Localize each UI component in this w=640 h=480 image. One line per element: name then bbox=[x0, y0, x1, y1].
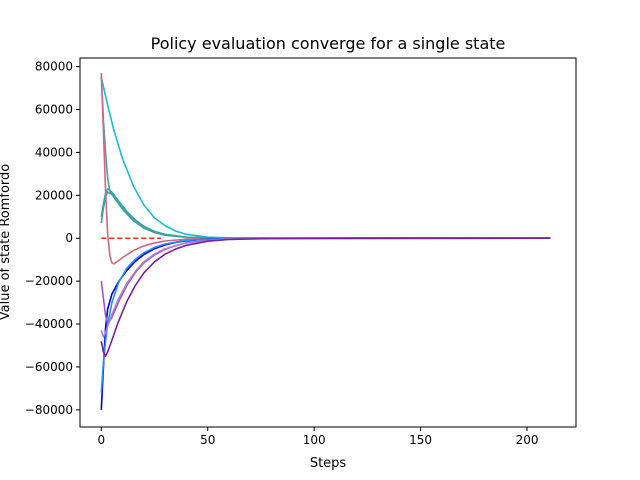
x-tick-label: 200 bbox=[516, 433, 539, 447]
series-lines bbox=[100, 72, 551, 410]
y-tick-label: 40000 bbox=[35, 145, 73, 159]
y-tick-label: −40000 bbox=[25, 317, 73, 331]
y-tick-label: 20000 bbox=[35, 188, 73, 202]
y-tick-label: −20000 bbox=[25, 274, 73, 288]
x-axis: 0 50 100 150 200 bbox=[97, 427, 538, 447]
series-line-5 bbox=[100, 72, 551, 265]
y-tick-label: 80000 bbox=[35, 60, 73, 74]
y-tick-label: 60000 bbox=[35, 102, 73, 116]
x-tick-label: 50 bbox=[200, 433, 215, 447]
y-axis-label: Value of state Romfordo bbox=[0, 164, 13, 321]
series-line-7 bbox=[100, 237, 551, 393]
axes-frame bbox=[79, 57, 577, 428]
x-tick-label: 0 bbox=[97, 433, 105, 447]
x-tick-label: 150 bbox=[409, 433, 432, 447]
chart-title: Policy evaluation converge for a single … bbox=[151, 34, 506, 53]
series-line-10 bbox=[100, 237, 551, 358]
x-tick-label: 100 bbox=[303, 433, 326, 447]
y-tick-label: −60000 bbox=[25, 360, 73, 374]
series-line-9 bbox=[100, 237, 551, 338]
x-axis-label: Steps bbox=[310, 456, 347, 471]
y-tick-label: −80000 bbox=[25, 403, 73, 417]
y-tick-label: 0 bbox=[65, 231, 73, 245]
y-axis: 80000 60000 40000 20000 0 −20000 −40000 −60000 −… bbox=[25, 60, 80, 417]
plot-content bbox=[100, 72, 551, 410]
